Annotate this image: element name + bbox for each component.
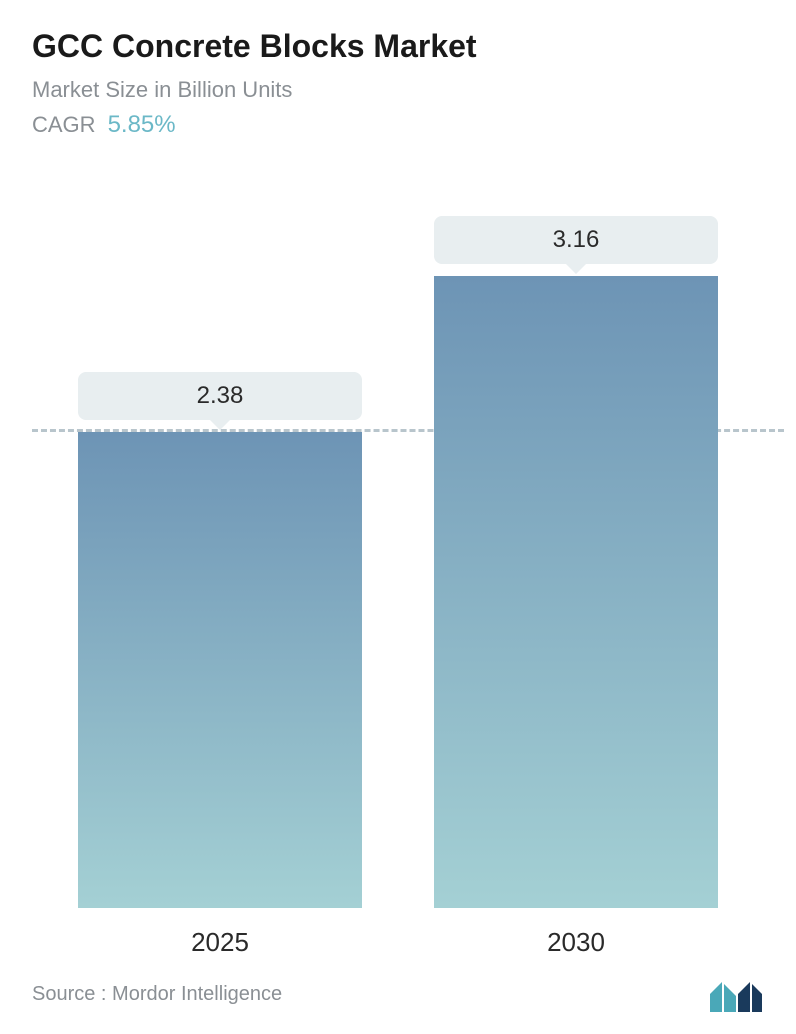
brand-logo-icon — [708, 974, 764, 1014]
chart-container: GCC Concrete Blocks Market Market Size i… — [0, 0, 796, 1034]
bar-value-label: 3.16 — [434, 216, 719, 264]
source-text: Source : Mordor Intelligence — [32, 983, 282, 1006]
x-axis-labels: 2025 2030 — [42, 927, 754, 958]
x-axis-label: 2025 — [78, 927, 363, 958]
bar-value-label: 2.38 — [78, 372, 363, 420]
label-pointer-icon — [566, 264, 586, 274]
bars-container: 2.38 3.16 — [42, 169, 754, 908]
chart-subtitle: Market Size in Billion Units — [32, 77, 764, 103]
bar — [434, 276, 719, 908]
cagr-label: CAGR — [32, 112, 96, 138]
bar — [78, 432, 363, 908]
cagr-row: CAGR 5.85% — [32, 111, 764, 139]
bar-group: 3.16 — [434, 216, 719, 908]
x-axis-label: 2030 — [434, 927, 719, 958]
label-pointer-icon — [210, 420, 230, 430]
chart-footer: Source : Mordor Intelligence — [32, 968, 764, 1014]
chart-area: 2.38 3.16 2025 2030 — [42, 169, 754, 958]
bar-group: 2.38 — [78, 372, 363, 908]
cagr-value: 5.85% — [108, 111, 176, 139]
chart-title: GCC Concrete Blocks Market — [32, 28, 764, 65]
